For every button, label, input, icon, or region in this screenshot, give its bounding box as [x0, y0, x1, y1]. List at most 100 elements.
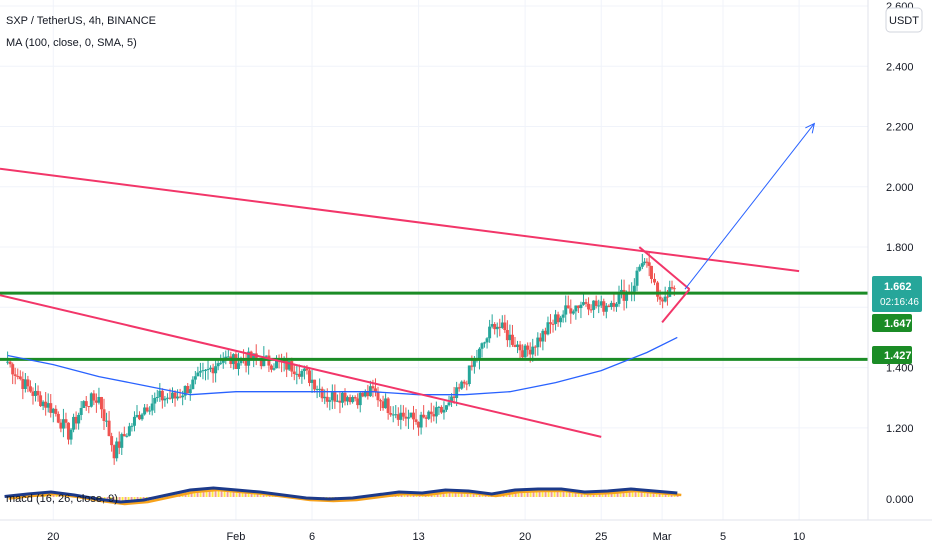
candle-body [376, 392, 380, 401]
candle-body [647, 262, 651, 266]
candle-body [127, 426, 131, 436]
time-tick-label: 6 [309, 531, 315, 543]
candle-body [333, 392, 337, 402]
macd-histogram-bar [511, 492, 514, 497]
time-tick-label: 13 [412, 531, 424, 543]
macd-histogram-bar [556, 491, 559, 497]
candle-body [186, 385, 190, 394]
candle-body [313, 379, 317, 390]
candle-body [269, 365, 273, 370]
macd-histogram-bar [583, 492, 586, 497]
time-tick-label: 25 [595, 531, 607, 543]
level-upper-value: 1.647 [884, 318, 912, 330]
candle-body [275, 360, 279, 369]
candle-body [216, 363, 220, 367]
macd-histogram-bar [466, 492, 469, 497]
candle-body [82, 401, 86, 408]
candle-body [340, 392, 344, 403]
candle-body [87, 406, 91, 408]
candle-body [361, 392, 365, 397]
candle-body [528, 349, 532, 355]
trendline-upper-descending [0, 167, 800, 273]
candle-body [625, 291, 629, 301]
macd-histogram-bar [598, 492, 601, 497]
macd-histogram-bar [580, 492, 583, 497]
macd-histogram-bar [652, 492, 655, 497]
macd-histogram-bar [622, 491, 625, 497]
macd-histogram-bar [640, 491, 643, 497]
candle-body [320, 388, 324, 399]
candle-body [617, 293, 621, 304]
candle-body [366, 391, 370, 397]
macd-histogram-bar [229, 491, 232, 497]
macd-histogram-bar [634, 491, 637, 497]
price-tick-label: 2.000 [886, 182, 914, 194]
candle-body [495, 326, 499, 330]
candle-body [480, 343, 484, 349]
macd-histogram-bar [625, 491, 628, 497]
macd-zero-label: 0.000 [886, 494, 914, 506]
candle-body [649, 265, 653, 279]
candle-body [373, 388, 377, 393]
candle-body [59, 422, 63, 429]
macd-histogram-bar [517, 491, 520, 497]
currency-button[interactable]: USDT [885, 7, 923, 33]
time-tick-label: 10 [793, 531, 805, 543]
candle-body [343, 392, 347, 402]
candle-body [465, 383, 469, 385]
candle-body [356, 398, 360, 406]
candle-body [23, 379, 27, 389]
currency-label: USDT [889, 15, 919, 27]
candle-body [338, 400, 342, 403]
candle-body [607, 305, 611, 307]
candle-body [236, 363, 240, 369]
macd-histogram-bar [532, 491, 535, 497]
candle-body [467, 365, 471, 385]
candle-body [399, 412, 403, 420]
candle-body [472, 360, 476, 367]
price-axis[interactable]: 2.6002.4002.2002.0001.8001.6001.4001.200… [886, 1, 914, 506]
candle-body [173, 392, 177, 399]
macd-histogram-bar [256, 492, 259, 497]
symbol-legend[interactable]: SXP / TetherUS, 4h, BINANCE [6, 15, 156, 27]
macd-histogram-bar [139, 497, 142, 501]
macd-histogram-bar [547, 491, 550, 497]
price-tick-label: 1.400 [886, 363, 914, 375]
macd-legend[interactable]: macd (16, 26, close, 9) [6, 493, 118, 505]
candle-body [554, 314, 558, 324]
candle-body [21, 379, 25, 389]
candle-body [145, 407, 149, 412]
candle-body [135, 414, 139, 417]
macd-histogram-bar [220, 490, 223, 497]
candle-body [665, 296, 669, 298]
candle-body [97, 396, 101, 403]
candle-body [188, 389, 192, 394]
candle-body [94, 400, 98, 403]
ma-legend[interactable]: MA (100, close, 0, SMA, 5) [6, 37, 137, 49]
candle-body [160, 390, 164, 401]
candle-body [244, 360, 248, 366]
macd-histogram-bar [448, 491, 451, 497]
candle-body [325, 396, 329, 402]
macd-histogram-bar [136, 497, 139, 501]
candle-body [56, 413, 60, 423]
time-tick-label: 20 [47, 531, 59, 543]
candle-body [432, 414, 436, 417]
candle-body [138, 414, 142, 420]
candle-body [409, 412, 413, 418]
candle-body [437, 406, 441, 408]
candle-body [670, 287, 674, 289]
macd-histogram-bar [658, 492, 661, 497]
candle-body [477, 348, 481, 360]
macd-histogram-bar [121, 497, 124, 501]
candle-body [211, 367, 215, 374]
level-lower-value: 1.427 [884, 350, 912, 362]
time-axis[interactable]: 20 Feb 6 13 20 25 Mar 5 10 [47, 531, 805, 543]
candle-body [576, 305, 580, 309]
candle-body [645, 261, 649, 263]
candle-body [110, 436, 114, 446]
trendline-lower-descending [0, 294, 602, 438]
level-badge-lower: 1.427 [872, 346, 912, 364]
candle-body [315, 388, 319, 390]
